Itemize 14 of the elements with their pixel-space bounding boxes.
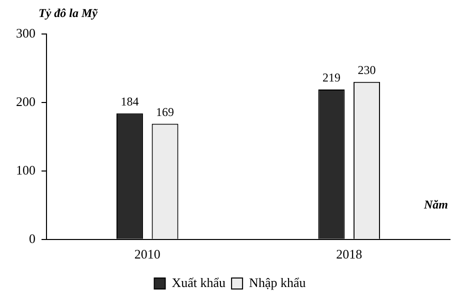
x-axis-title: Năm [423,197,448,212]
y-axis-title: Tỷ đô la Mỹ [38,6,98,20]
y-tick-label: 0 [29,230,36,246]
data-label: 230 [358,63,376,78]
y-tick-label: 300 [16,25,36,40]
legend-label: Xuất khẩu [172,274,226,290]
data-label: 219 [322,70,340,85]
data-label: 169 [156,104,174,119]
data-label: 184 [120,94,139,109]
x-tick-label: 2010 [134,246,160,262]
legend-label: Nhập khẩu [249,274,306,290]
y-tick-label: 200 [16,94,36,109]
x-tick-label: 2018 [336,246,362,262]
y-tick-label: 100 [16,162,36,178]
